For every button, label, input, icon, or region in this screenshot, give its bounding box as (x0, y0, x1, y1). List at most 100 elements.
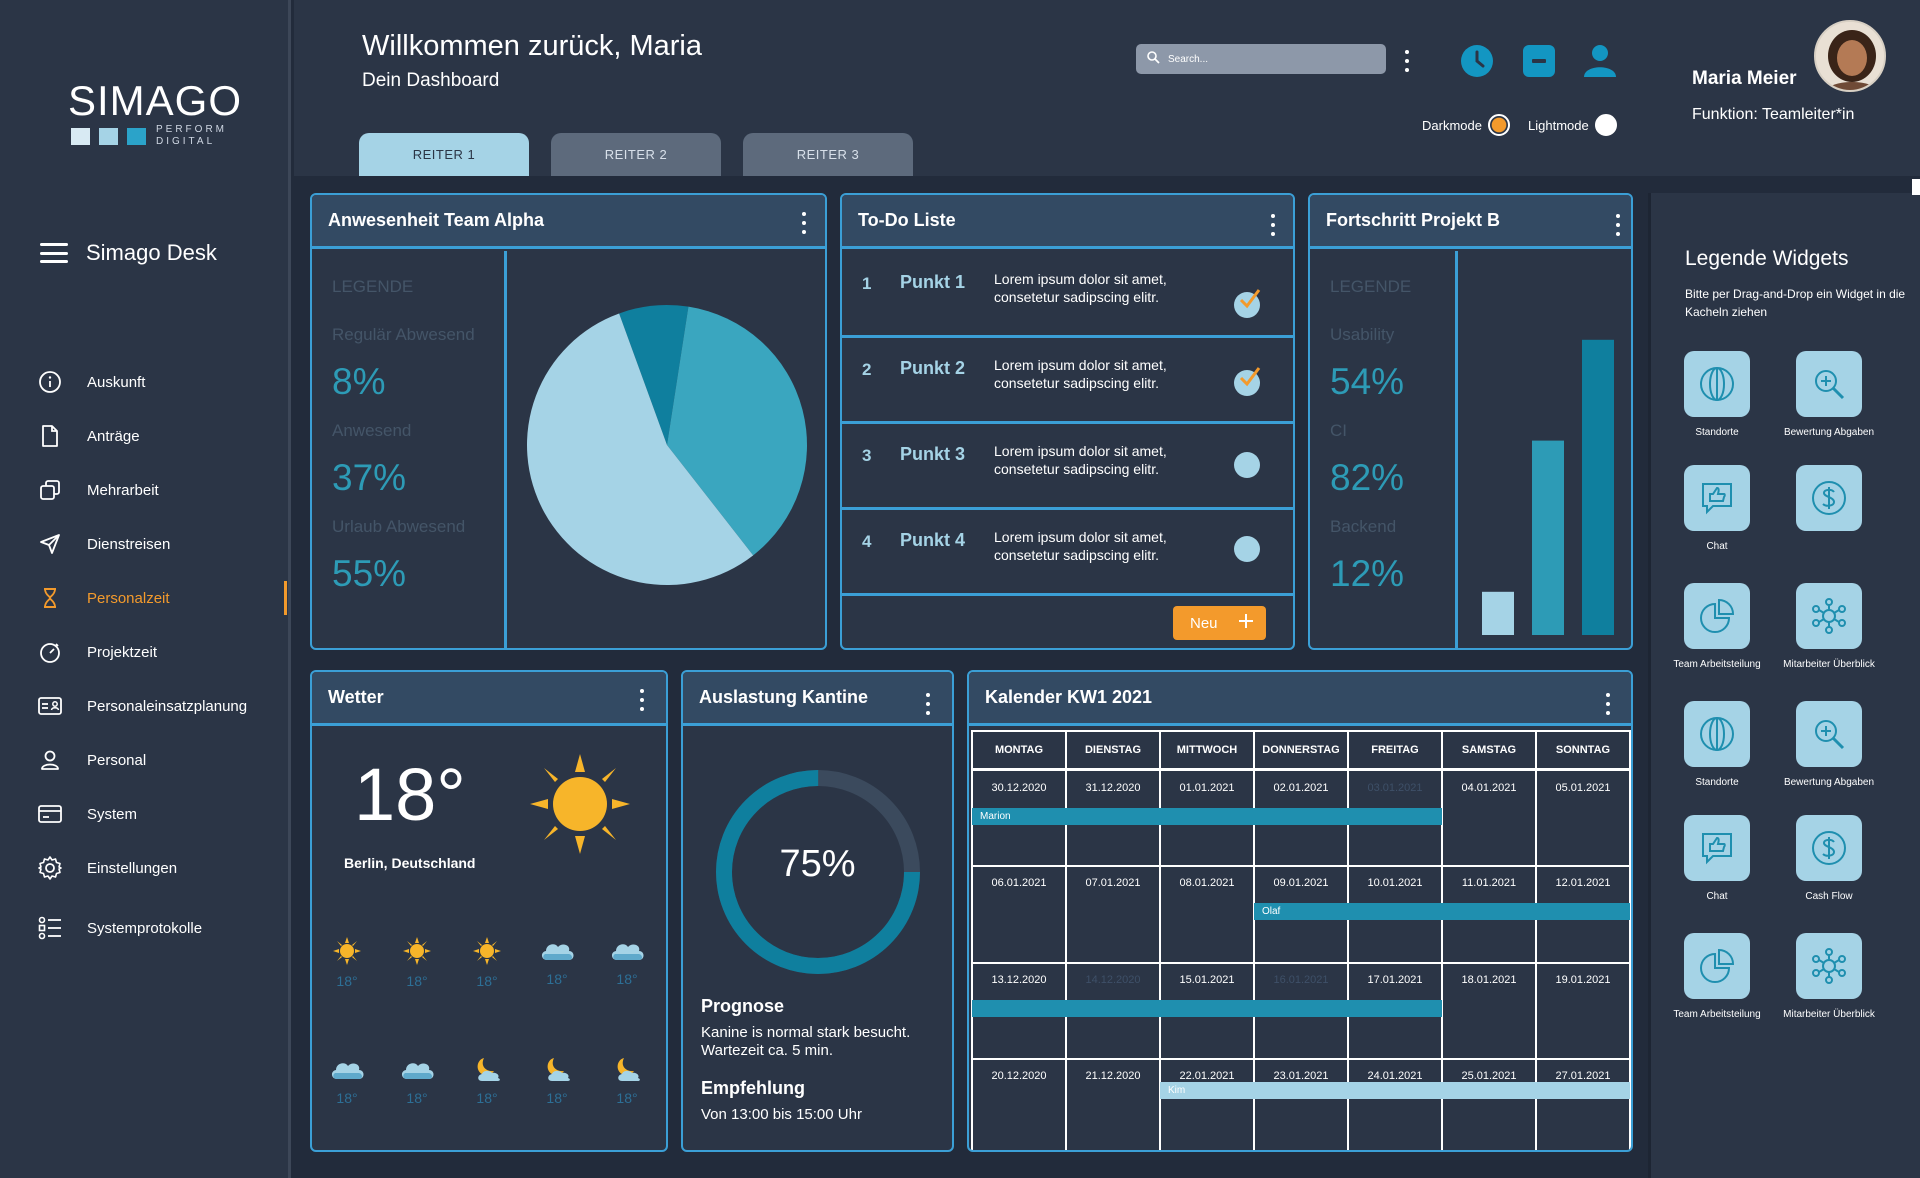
widget-tile[interactable]: Cash Flow (1773, 815, 1885, 903)
dollar-icon[interactable] (1796, 465, 1862, 531)
calendar-date[interactable]: 22.01.2021 (1179, 1070, 1235, 1082)
widget-tile[interactable]: Bewertung Abgaben (1773, 351, 1885, 439)
globe-icon[interactable] (1684, 701, 1750, 767)
calendar-date[interactable]: 30.12.2020 (991, 782, 1047, 794)
card-menu-icon[interactable] (1605, 693, 1611, 715)
calendar-date[interactable]: 13.12.2020 (991, 974, 1047, 986)
sidebar-item-system[interactable]: System (0, 797, 291, 831)
header-more-menu-icon[interactable] (1404, 50, 1410, 72)
card-menu-icon[interactable] (925, 693, 931, 715)
widget-tile[interactable]: Team Arbeitsteilung (1661, 933, 1773, 1021)
team-network-icon[interactable] (1796, 583, 1862, 649)
minus-square-icon[interactable] (1522, 44, 1556, 78)
calendar-date[interactable]: 01.01.2021 (1179, 782, 1235, 794)
todo-checkbox[interactable] (1234, 536, 1260, 562)
sidebar-item-einstellungen[interactable]: Einstellungen (0, 851, 291, 885)
pie-chart-icon[interactable] (1684, 583, 1750, 649)
todo-checkbox[interactable] (1234, 452, 1260, 478)
simago-logo[interactable]: SIMAGO PERFORM DIGITAL (68, 80, 241, 150)
sidebar-item-personal[interactable]: Personal (0, 743, 291, 777)
calendar-date[interactable]: 11.01.2021 (1461, 877, 1517, 889)
widget-tile[interactable]: Standorte (1661, 351, 1773, 439)
calendar-date[interactable]: 27.01.2021 (1555, 1070, 1611, 1082)
card-menu-icon[interactable] (1270, 214, 1276, 236)
add-todo-button[interactable]: Neu (1173, 606, 1266, 640)
sidebar-item-projektzeit[interactable]: Projektzeit (0, 635, 291, 669)
sidebar-item-systemprotokolle[interactable]: Systemprotokolle (0, 911, 291, 945)
calendar-date[interactable]: 02.01.2021 (1273, 782, 1329, 794)
todo-checkbox[interactable] (1234, 367, 1261, 396)
calendar-date[interactable]: 08.01.2021 (1179, 877, 1235, 889)
tab-reiter-3[interactable]: REITER 3 (743, 133, 913, 176)
thumbs-up-chat-icon[interactable] (1684, 815, 1750, 881)
darkmode-option[interactable]: Darkmode (1422, 114, 1510, 136)
calendar-date[interactable]: 18.01.2021 (1461, 974, 1517, 986)
widget-label: Chat (1706, 891, 1728, 902)
calendar-date[interactable]: 03.01.2021 (1367, 782, 1423, 794)
calendar-date[interactable]: 31.12.2020 (1085, 782, 1141, 794)
calendar-date[interactable]: 07.01.2021 (1085, 877, 1141, 889)
todo-item[interactable]: 3 Punkt 3 Lorem ipsum dolor sit amet, co… (842, 424, 1293, 510)
magnifier-icon[interactable] (1796, 701, 1862, 767)
calendar-date[interactable]: 21.12.2020 (1085, 1070, 1141, 1082)
globe-icon[interactable] (1684, 351, 1750, 417)
todo-item[interactable]: 1 Punkt 1 Lorem ipsum dolor sit amet, co… (842, 252, 1293, 338)
sidebar-item-personalzeit[interactable]: Personalzeit (0, 581, 291, 615)
profile-icon[interactable] (1582, 44, 1616, 78)
dollar-icon[interactable] (1796, 815, 1862, 881)
calendar-date[interactable]: 10.01.2021 (1367, 877, 1423, 889)
sidebar-item-personaleinsatzplanung[interactable]: Personaleinsatzplanung (0, 689, 291, 723)
lightmode-option[interactable]: Lightmode (1528, 114, 1617, 136)
calendar-event[interactable] (972, 1000, 1442, 1017)
calendar-event[interactable]: Marion (972, 808, 1442, 825)
widget-tile[interactable]: Team Arbeitsteilung (1661, 583, 1773, 671)
calendar-event[interactable]: Olaf (1254, 903, 1630, 920)
widget-tile[interactable]: Chat (1661, 815, 1773, 903)
sidebar-item-auskunft[interactable]: Auskunft (0, 365, 291, 399)
sidebar-item-dienstreisen[interactable]: Dienstreisen (0, 527, 291, 561)
calendar-date[interactable]: 15.01.2021 (1179, 974, 1235, 986)
search-bar[interactable] (1136, 44, 1386, 74)
calendar-date[interactable]: 04.01.2021 (1461, 782, 1517, 794)
calendar-date[interactable]: 24.01.2021 (1367, 1070, 1423, 1082)
widget-tile[interactable]: Mitarbeiter Überblick (1773, 583, 1885, 671)
lightmode-radio[interactable] (1594, 114, 1617, 136)
pie-chart-icon[interactable] (1684, 933, 1750, 999)
calendar-date[interactable]: 05.01.2021 (1555, 782, 1611, 794)
calendar-date[interactable]: 16.01.2021 (1273, 974, 1329, 986)
team-network-icon[interactable] (1796, 933, 1862, 999)
card-menu-icon[interactable] (1615, 214, 1621, 236)
widget-tile[interactable]: Standorte (1661, 701, 1773, 789)
widget-tile[interactable]: Mitarbeiter Überblick (1773, 933, 1885, 1021)
calendar-date[interactable]: 25.01.2021 (1461, 1070, 1517, 1082)
magnifier-icon[interactable] (1796, 351, 1862, 417)
tab-reiter-1[interactable]: REITER 1 (359, 133, 529, 176)
calendar-date[interactable]: 12.01.2021 (1555, 877, 1611, 889)
sidebar-item-mehrarbeit[interactable]: Mehrarbeit (0, 473, 291, 507)
card-menu-icon[interactable] (639, 689, 645, 711)
avatar[interactable] (1814, 20, 1886, 92)
calendar-event[interactable]: Kim (1160, 1082, 1630, 1099)
calendar-date[interactable]: 06.01.2021 (991, 877, 1047, 889)
thumbs-up-chat-icon[interactable] (1684, 465, 1750, 531)
hamburger-menu-icon[interactable] (40, 243, 68, 263)
scrollbar-handle[interactable] (1912, 179, 1920, 195)
darkmode-radio[interactable] (1487, 114, 1510, 136)
calendar-date[interactable]: 23.01.2021 (1273, 1070, 1329, 1082)
sidebar-item-antraege[interactable]: Anträge (0, 419, 291, 453)
todo-item[interactable]: 4 Punkt 4 Lorem ipsum dolor sit amet, co… (842, 510, 1293, 596)
calendar-date[interactable]: 19.01.2021 (1555, 974, 1611, 986)
todo-item[interactable]: 2 Punkt 2 Lorem ipsum dolor sit amet, co… (842, 338, 1293, 424)
search-input[interactable] (1168, 53, 1368, 65)
widget-tile[interactable]: Chat (1661, 465, 1773, 553)
widget-tile[interactable] (1773, 465, 1885, 553)
calendar-date[interactable]: 14.12.2020 (1085, 974, 1141, 986)
widget-tile[interactable]: Bewertung Abgaben (1773, 701, 1885, 789)
tab-reiter-2[interactable]: REITER 2 (551, 133, 721, 176)
calendar-date[interactable]: 17.01.2021 (1367, 974, 1423, 986)
card-menu-icon[interactable] (801, 212, 807, 234)
calendar-date[interactable]: 20.12.2020 (991, 1070, 1047, 1082)
calendar-date[interactable]: 09.01.2021 (1273, 877, 1329, 889)
clock-icon[interactable] (1460, 44, 1494, 78)
todo-checkbox[interactable] (1234, 289, 1261, 318)
